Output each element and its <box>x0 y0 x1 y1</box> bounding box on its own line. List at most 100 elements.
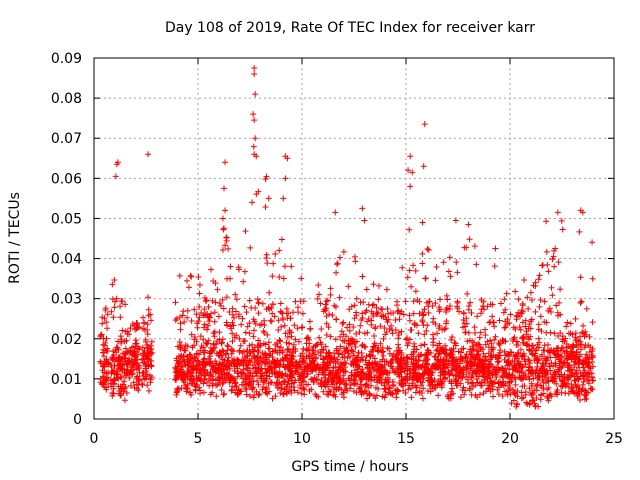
data-point <box>419 395 426 402</box>
data-point <box>379 364 386 371</box>
data-point <box>426 382 433 389</box>
data-point <box>526 376 533 383</box>
data-point <box>484 375 491 382</box>
data-point <box>249 341 256 348</box>
data-point <box>130 379 137 386</box>
data-point <box>122 301 129 308</box>
data-point <box>181 319 188 326</box>
data-point <box>432 320 439 327</box>
data-point <box>581 391 588 398</box>
data-point <box>282 355 289 362</box>
data-point <box>582 342 589 349</box>
data-point <box>495 352 502 359</box>
data-point <box>586 348 593 355</box>
x-tick-label: 15 <box>397 431 415 447</box>
data-point <box>559 226 566 233</box>
data-point <box>209 297 216 304</box>
data-point <box>485 385 492 392</box>
data-point <box>410 310 417 317</box>
data-point <box>314 362 321 369</box>
data-point <box>577 346 584 353</box>
data-point <box>306 355 313 362</box>
data-point <box>202 298 209 305</box>
data-point <box>372 325 379 332</box>
data-point <box>502 324 509 331</box>
data-point <box>354 369 361 376</box>
data-point <box>254 347 261 354</box>
data-point <box>364 364 371 371</box>
data-point <box>548 360 555 367</box>
data-point <box>439 326 446 333</box>
data-point <box>590 352 597 359</box>
data-point <box>414 384 421 391</box>
data-point <box>370 281 377 288</box>
data-point <box>365 384 372 391</box>
data-point <box>488 348 495 355</box>
data-point <box>516 323 523 330</box>
data-point <box>412 267 419 274</box>
data-point <box>532 279 539 286</box>
data-point <box>436 308 443 315</box>
data-point <box>101 353 108 360</box>
data-point <box>188 273 195 280</box>
data-point <box>419 260 426 267</box>
data-point <box>362 309 369 316</box>
data-point <box>196 303 203 310</box>
data-point <box>441 361 448 368</box>
data-point <box>131 384 138 391</box>
data-point <box>147 342 154 349</box>
data-point <box>527 289 534 296</box>
data-point <box>102 384 109 391</box>
data-point <box>263 375 270 382</box>
outlier-point <box>579 209 586 216</box>
data-point <box>573 383 580 390</box>
data-point <box>323 313 330 320</box>
y-axis-label: ROTI / TECUs <box>7 192 23 284</box>
data-point <box>455 348 462 355</box>
data-point <box>300 345 307 352</box>
data-point <box>218 340 225 347</box>
data-point <box>407 371 414 378</box>
data-point <box>118 339 125 346</box>
data-point <box>554 312 561 319</box>
data-point <box>510 324 517 331</box>
data-point <box>224 357 231 364</box>
data-point <box>240 278 247 285</box>
data-point <box>571 358 578 365</box>
data-point <box>244 347 251 354</box>
data-point <box>316 291 323 298</box>
data-point <box>139 344 146 351</box>
data-point <box>419 318 426 325</box>
data-point <box>292 336 299 343</box>
data-point <box>331 302 338 309</box>
data-point <box>339 354 346 361</box>
data-point <box>220 225 227 232</box>
data-point <box>484 363 491 370</box>
data-point <box>544 386 551 393</box>
data-point <box>260 383 267 390</box>
data-point <box>446 371 453 378</box>
data-point <box>269 354 276 361</box>
data-point <box>223 350 230 357</box>
data-point <box>327 291 334 298</box>
data-point <box>383 286 390 293</box>
data-point <box>504 316 511 323</box>
data-point <box>452 376 459 383</box>
data-point <box>102 339 109 346</box>
data-point <box>303 340 310 347</box>
data-point <box>359 310 366 317</box>
data-point <box>348 361 355 368</box>
data-point <box>177 326 184 333</box>
data-point <box>528 342 535 349</box>
data-point <box>200 336 207 343</box>
data-point <box>482 353 489 360</box>
data-point <box>441 375 448 382</box>
data-point <box>236 361 243 368</box>
data-point <box>443 292 450 299</box>
data-point <box>231 384 238 391</box>
data-point <box>558 344 565 351</box>
data-point <box>270 260 277 267</box>
data-point <box>224 322 231 329</box>
data-point <box>313 341 320 348</box>
data-point <box>454 364 461 371</box>
